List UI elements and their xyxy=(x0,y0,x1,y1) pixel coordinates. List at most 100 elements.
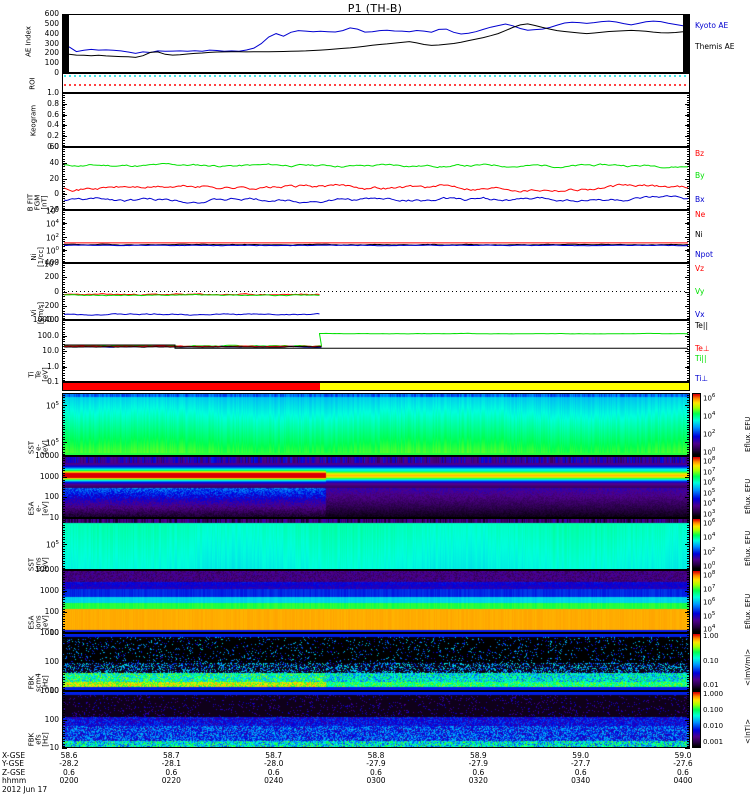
y-minor-tick xyxy=(687,140,690,142)
y-minor-tick xyxy=(62,563,65,565)
y-minor-tick xyxy=(62,402,65,404)
y-minor-tick xyxy=(62,424,65,426)
y-minor-tick xyxy=(687,684,690,686)
y-minor-tick xyxy=(687,402,690,404)
y-minor-tick xyxy=(687,494,690,496)
y-minor-tick xyxy=(62,128,65,130)
y-minor-tick xyxy=(687,163,690,165)
y-minor-tick xyxy=(687,279,690,281)
y-minor-tick xyxy=(687,173,690,175)
y-minor-tick xyxy=(687,458,690,459)
page-title: P1 (TH-B) xyxy=(347,2,403,15)
y-minor-tick xyxy=(687,95,690,96)
data-trace xyxy=(63,294,320,297)
y-minor-tick xyxy=(62,695,65,697)
data-trace xyxy=(63,162,689,169)
y-tick-mark xyxy=(685,320,690,321)
y-minor-tick xyxy=(62,221,65,223)
y-minor-tick xyxy=(687,241,690,243)
y-minor-tick xyxy=(687,178,690,180)
colorbar-tick-label: 1.000 xyxy=(703,690,724,698)
x-axis-tick-value: 59.0 xyxy=(572,751,589,760)
y-minor-tick xyxy=(687,603,690,605)
y-minor-tick xyxy=(687,527,690,529)
y-minor-tick xyxy=(62,130,65,132)
y-minor-tick xyxy=(62,109,65,111)
x-axis-tick-value: -27.9 xyxy=(366,759,386,769)
y-minor-tick xyxy=(687,348,690,350)
y-minor-tick xyxy=(687,639,690,641)
y-tick-label: 102 xyxy=(45,232,59,242)
y-minor-tick xyxy=(62,743,65,745)
y-tick-label: 0.2 xyxy=(47,131,59,141)
y-minor-tick xyxy=(687,477,690,479)
y-minor-tick xyxy=(687,491,690,493)
y-tick-mark xyxy=(62,691,67,692)
y-minor-tick xyxy=(687,666,690,668)
y-minor-tick xyxy=(687,135,690,137)
esa-e-label-line: ESA e- [eV] xyxy=(27,501,50,516)
y-minor-tick xyxy=(687,372,690,374)
y-minor-tick xyxy=(687,284,690,286)
y-minor-tick xyxy=(687,224,690,226)
y-minor-tick xyxy=(687,171,690,173)
colorbar-tick-label: 0.010 xyxy=(703,722,724,730)
y-minor-tick xyxy=(62,200,65,202)
y-minor-tick xyxy=(62,662,65,663)
y-tick-label: 10 xyxy=(49,686,59,695)
y-minor-tick xyxy=(62,709,65,711)
y-minor-tick xyxy=(62,594,65,596)
data-trace xyxy=(63,312,320,316)
y-minor-tick xyxy=(62,348,65,350)
y-tick-mark xyxy=(62,93,67,94)
y-minor-tick xyxy=(62,353,65,355)
y-minor-tick xyxy=(62,664,65,666)
y-minor-tick xyxy=(687,628,690,630)
y-minor-tick xyxy=(687,576,690,578)
y-minor-tick xyxy=(687,212,690,213)
y-tick-label: 0 xyxy=(54,68,59,77)
y-minor-tick xyxy=(687,472,690,474)
y-minor-tick xyxy=(62,236,65,238)
y-minor-tick xyxy=(62,284,65,286)
y-minor-tick xyxy=(687,419,690,421)
y-minor-tick xyxy=(687,185,690,187)
y-minor-tick xyxy=(62,608,65,610)
y-minor-tick xyxy=(62,539,65,541)
y-minor-tick xyxy=(687,190,690,192)
y-minor-tick xyxy=(62,125,65,127)
y-minor-tick xyxy=(62,140,65,142)
y-minor-tick xyxy=(687,635,690,636)
y-minor-tick xyxy=(687,546,690,548)
y-minor-tick xyxy=(62,576,65,578)
y-minor-tick xyxy=(687,631,690,632)
y-minor-tick xyxy=(62,522,65,524)
y-minor-tick xyxy=(687,238,690,240)
y-tick-label: -20 xyxy=(46,205,59,214)
y-minor-tick xyxy=(687,334,690,336)
y-minor-tick xyxy=(62,689,65,690)
y-minor-tick xyxy=(687,281,690,283)
y-minor-tick xyxy=(62,135,65,137)
y-minor-tick xyxy=(62,738,65,740)
y-minor-tick xyxy=(62,642,65,644)
y-minor-tick xyxy=(62,705,65,707)
y-minor-tick xyxy=(62,621,65,623)
x-axis-tick-value: 0340 xyxy=(571,776,591,786)
y-minor-tick xyxy=(62,324,65,326)
y-minor-tick xyxy=(62,261,65,262)
colorbar-tick-label: 103 xyxy=(703,509,716,519)
y-minor-tick xyxy=(62,674,65,676)
y-minor-tick xyxy=(62,248,65,250)
y-tick-label: 106 xyxy=(45,206,59,216)
y-minor-tick xyxy=(687,623,690,625)
y-minor-tick xyxy=(687,188,690,190)
y-minor-tick xyxy=(62,185,65,187)
y-minor-tick xyxy=(687,305,690,307)
y-minor-tick xyxy=(687,145,690,146)
y-tick-label: 60 xyxy=(49,142,59,151)
y-minor-tick xyxy=(687,158,690,160)
y-minor-tick xyxy=(687,414,690,416)
y-minor-tick xyxy=(62,269,65,271)
legend-bx: Bx xyxy=(695,195,705,204)
